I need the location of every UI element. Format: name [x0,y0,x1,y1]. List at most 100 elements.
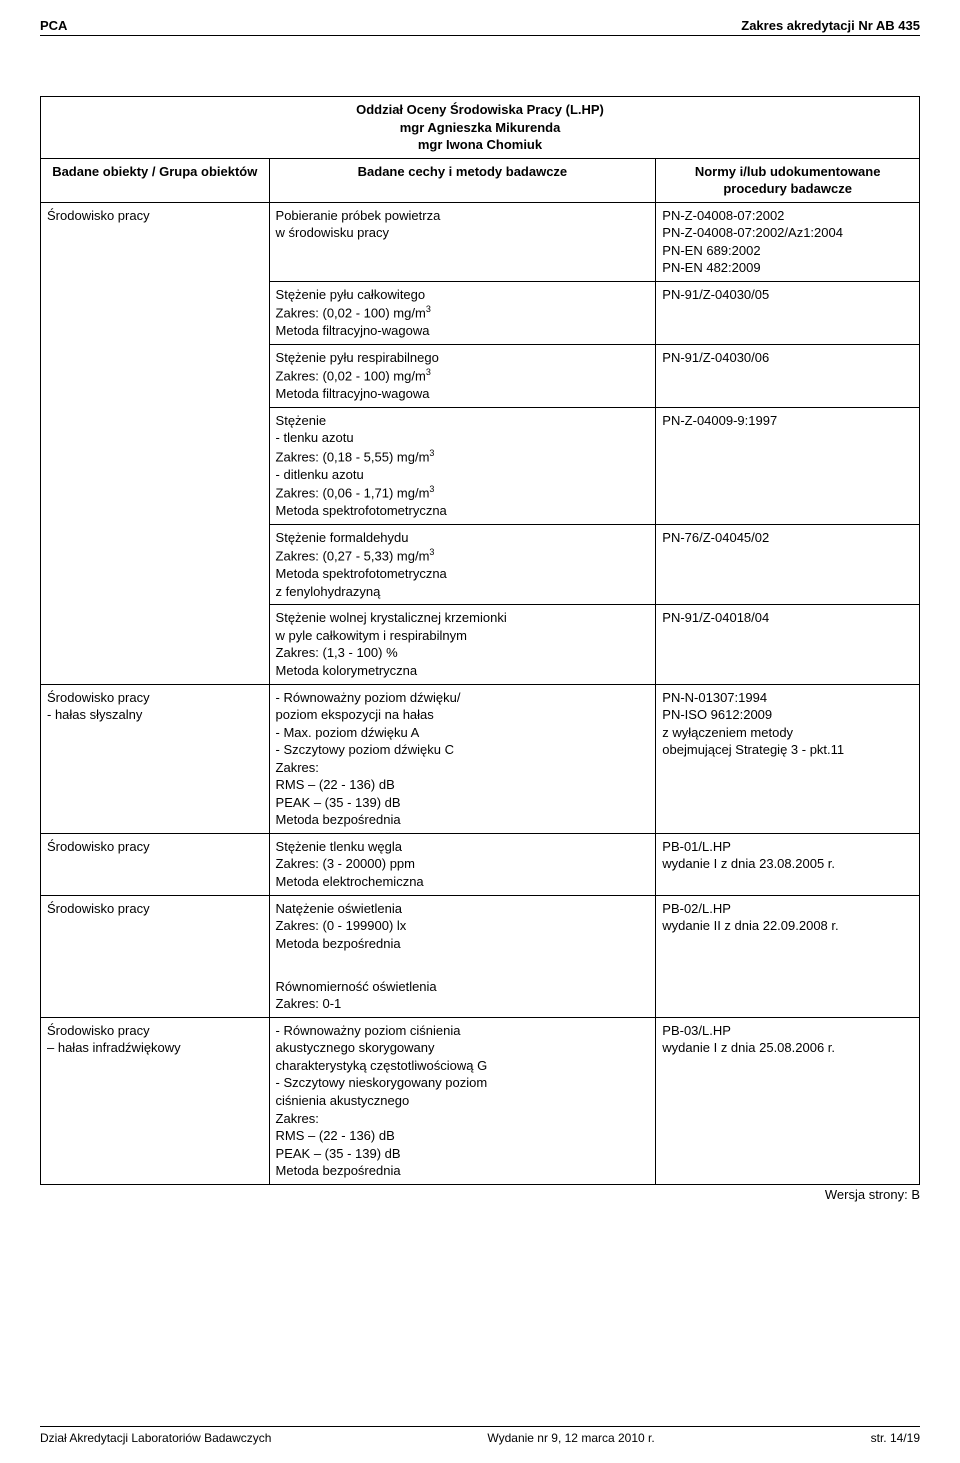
table-row: Środowisko pracy Pobieranie próbek powie… [41,202,920,281]
text: RMS – (22 - 136) dB [276,777,395,792]
cell-method: Równomierność oświetlenia Zakres: 0-1 [269,956,656,1017]
footer-left: Dział Akredytacji Laboratoriów Badawczyc… [40,1431,271,1445]
cell-norm: PN-Z-04009-9:1997 [656,407,920,524]
text: Metoda elektrochemiczna [276,874,424,889]
table-row: Środowisko pracy Natężenie oświetlenia Z… [41,895,920,956]
text: – hałas infradźwiękowy [47,1040,181,1055]
text: charakterystyką częstotliwościową G [276,1058,488,1073]
text: PN-ISO 9612:2009 [662,707,772,722]
text: Metoda bezpośrednia [276,1163,401,1178]
footer-right: str. 14/19 [871,1431,920,1445]
text: akustycznego skorygowany [276,1040,435,1055]
text: PN-N-01307:1994 [662,690,767,705]
text: Metoda spektrofotometryczna [276,503,447,518]
text: Zakres: (1,3 - 100) % [276,645,398,660]
cell-norm: PN-91/Z-04030/05 [656,281,920,344]
text: Zakres: [276,1111,319,1126]
text: - Szczytowy nieskorygowany poziom [276,1075,488,1090]
cell-object-1: Środowisko pracy [41,202,270,684]
cell-norm: PN-91/Z-04018/04 [656,605,920,684]
text: PN-Z-04008-07:2002 [662,208,784,223]
text: Stężenie formaldehydu [276,530,409,545]
sup: 3 [426,304,431,314]
text: Środowisko pracy [47,1023,150,1038]
cell-method: Pobieranie próbek powietrza w środowisku… [269,202,656,281]
text: wydanie II z dnia 22.09.2008 r. [662,918,838,933]
text: Stężenie [276,413,327,428]
text: Zakres: [276,760,319,775]
text: poziom ekspozycji na hałas [276,707,434,722]
text: z fenylohydrazyną [276,584,381,599]
text: ciśnienia akustycznego [276,1093,410,1108]
text: Metoda kolorymetryczna [276,663,418,678]
cell-method: Stężenie wolnej krystalicznej krzemionki… [269,605,656,684]
cell-norm: PN-N-01307:1994 PN-ISO 9612:2009 z wyłąc… [656,684,920,833]
text: PEAK – (35 - 139) dB [276,795,401,810]
text: Metoda bezpośrednia [276,936,401,951]
title-block: Oddział Oceny Środowiska Pracy (L.HP) mg… [41,97,920,159]
text: PB-02/L.HP [662,901,731,916]
text: Zakres: (0,06 - 1,71) mg/m [276,486,430,501]
col-header-3-l1: Normy i/lub udokumentowane [695,164,881,179]
cell-method: Stężenie tlenku węgla Zakres: (3 - 20000… [269,833,656,895]
cell-object: Środowisko pracy [41,833,270,895]
table-row: Środowisko pracy Stężenie tlenku węgla Z… [41,833,920,895]
col-header-2: Badane cechy i metody badawcze [269,158,656,202]
cell-method: Stężenie formaldehydu Zakres: (0,27 - 5,… [269,524,656,605]
text: - Równoważny poziom dźwięku/ [276,690,461,705]
cell-norm: PB-01/L.HP wydanie I z dnia 23.08.2005 r… [656,833,920,895]
text: PEAK – (35 - 139) dB [276,1146,401,1161]
text: - Max. poziom dźwięku A [276,725,420,740]
col-header-3-l2: procedury badawcze [723,181,852,196]
header-left: PCA [40,18,67,33]
cell-norm: PN-76/Z-04045/02 [656,524,920,605]
text: z wyłączeniem metody [662,725,793,740]
text: Stężenie tlenku węgla [276,839,402,854]
text: - tlenku azotu [276,430,354,445]
col-header-3: Normy i/lub udokumentowane procedury bad… [656,158,920,202]
footer-center: Wydanie nr 9, 12 marca 2010 r. [487,1431,654,1445]
sup: 3 [426,367,431,377]
text: Zakres: (3 - 20000) ppm [276,856,415,871]
text: Środowisko pracy [47,690,150,705]
header-right: Zakres akredytacji Nr AB 435 [741,18,920,33]
text: Metoda filtracyjno-wagowa [276,323,430,338]
col-header-1: Badane obiekty / Grupa obiektów [41,158,270,202]
text: wydanie I z dnia 25.08.2006 r. [662,1040,835,1055]
cell-norm: PB-02/L.HP wydanie II z dnia 22.09.2008 … [656,895,920,1017]
text: Zakres: 0-1 [276,996,342,1011]
text: Natężenie oświetlenia [276,901,402,916]
cell-method: - Równoważny poziom ciśnienia akustyczne… [269,1017,656,1184]
version-label: Wersja strony: B [40,1187,920,1202]
text: Zakres: (0,02 - 100) mg/m [276,306,426,321]
cell-method: Stężenie - tlenku azotu Zakres: (0,18 - … [269,407,656,524]
text: Zakres: (0,02 - 100) mg/m [276,369,426,384]
text: PN-EN 482:2009 [662,260,760,275]
text: Równomierność oświetlenia [276,979,437,994]
cell-norm: PN-91/Z-04030/06 [656,344,920,407]
text: Stężenie pyłu całkowitego [276,287,426,302]
text: Zakres: (0 - 199900) lx [276,918,407,933]
accreditation-table: Oddział Oceny Środowiska Pracy (L.HP) mg… [40,96,920,1185]
text: PN-Z-04008-07:2002/Az1:2004 [662,225,843,240]
cell-object: Środowisko pracy – hałas infradźwiękowy [41,1017,270,1184]
cell-object: Środowisko pracy [41,895,270,1017]
text: obejmującej Strategię 3 - pkt.11 [662,742,844,757]
cell-norm: PB-03/L.HP wydanie I z dnia 25.08.2006 r… [656,1017,920,1184]
text: - hałas słyszalny [47,707,142,722]
text: Zakres: (0,18 - 5,55) mg/m [276,449,430,464]
text: - Równoważny poziom ciśnienia [276,1023,461,1038]
text: - Szczytowy poziom dźwięku C [276,742,454,757]
sup: 3 [429,448,434,458]
text: Stężenie pyłu respirabilnego [276,350,439,365]
page: PCA Zakres akredytacji Nr AB 435 Oddział… [0,0,960,1463]
sup: 3 [429,547,434,557]
text: wydanie I z dnia 23.08.2005 r. [662,856,835,871]
cell-method: Natężenie oświetlenia Zakres: (0 - 19990… [269,895,656,956]
text: PB-03/L.HP [662,1023,731,1038]
title-line2: mgr Agnieszka Mikurenda [47,119,913,137]
page-header: PCA Zakres akredytacji Nr AB 435 [40,18,920,36]
sup: 3 [429,484,434,494]
text: Pobieranie próbek powietrza [276,208,441,223]
text: Metoda spektrofotometryczna [276,566,447,581]
